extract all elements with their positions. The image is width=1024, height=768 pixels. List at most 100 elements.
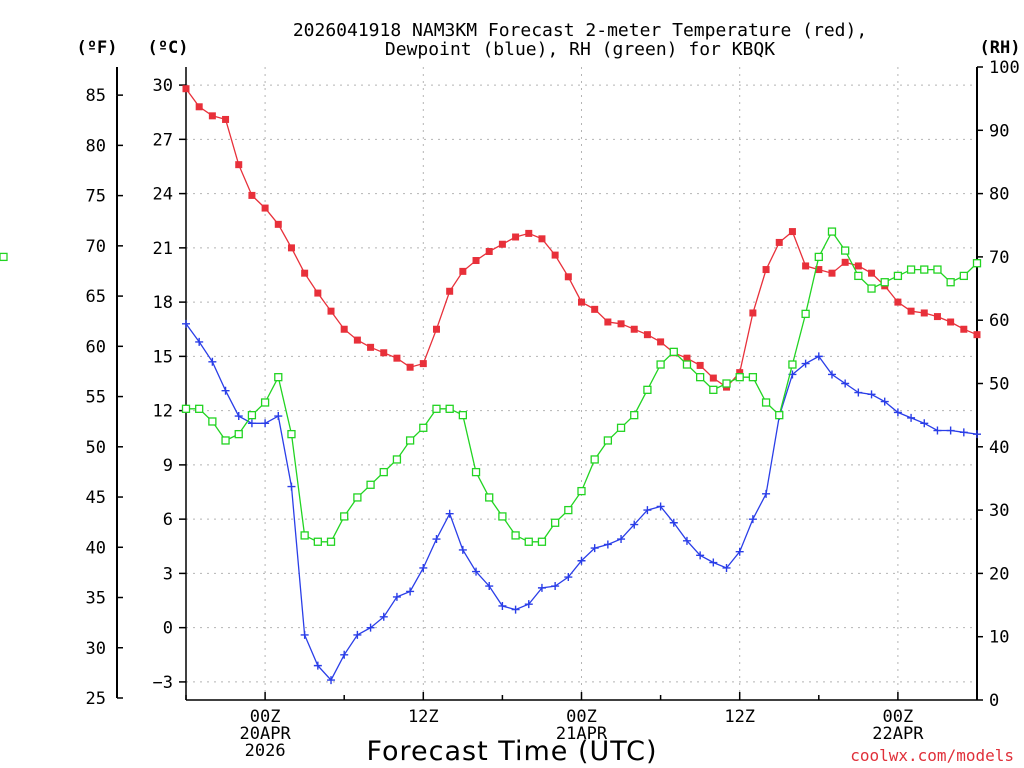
- rh-point: [208, 417, 217, 426]
- celsius-tick-label: 3: [163, 564, 173, 584]
- rh-point: [590, 455, 599, 464]
- rh-point: [524, 537, 533, 546]
- temperature-point: [406, 363, 414, 371]
- x-tick-label: 2026: [245, 741, 286, 761]
- x-tick-label: 21APR: [556, 724, 608, 744]
- rh-point: [326, 537, 336, 546]
- dewpoint-point: [247, 419, 256, 428]
- temperature-point: [643, 331, 651, 339]
- temperature-point: [960, 325, 968, 333]
- celsius-tick-label: 9: [163, 456, 173, 476]
- dewpoint-point: [630, 520, 639, 529]
- rh-axis: 0 10 20 30 40 50 60 70 80 90 100: [976, 58, 1020, 711]
- dewpoint-point: [801, 359, 810, 368]
- rh-point: [867, 284, 876, 293]
- temperature-point: [736, 369, 744, 377]
- rh-point: [893, 271, 903, 281]
- rh-point: [221, 436, 230, 445]
- rh-point: [274, 373, 283, 382]
- rh-point: [616, 423, 626, 432]
- dewpoint-point: [551, 582, 560, 591]
- temperature-point: [788, 228, 796, 236]
- rh-point: [696, 373, 705, 382]
- x-tick-label: 20APR: [240, 724, 292, 744]
- dewpoint-point: [590, 544, 599, 553]
- rh-point: [854, 271, 863, 281]
- celsius-tick-label: 24: [153, 185, 173, 205]
- series-layer: [0, 85, 982, 685]
- rh-point: [906, 265, 916, 274]
- fahrenheit-tick-label: 70: [86, 237, 106, 257]
- dewpoint-point: [182, 319, 190, 328]
- temperature-point: [828, 269, 836, 277]
- x-tick-label: 22APR: [872, 724, 924, 744]
- rh-point: [340, 512, 349, 521]
- temperature-point: [868, 269, 876, 277]
- temperature-point: [314, 289, 322, 297]
- fahrenheit-tick-label: 35: [86, 589, 106, 609]
- series-dewpoint: [182, 319, 981, 685]
- temperature-point: [657, 338, 665, 346]
- fahrenheit-unit-label: (ºF): [77, 38, 118, 58]
- temperature-point: [485, 247, 493, 255]
- temperature-point: [630, 325, 638, 333]
- celsius-tick-label: 21: [153, 239, 173, 259]
- fahrenheit-tick-label: 75: [86, 187, 106, 207]
- rh-point: [432, 404, 441, 413]
- rh-point: [959, 271, 968, 281]
- rh-tick-label: 10: [989, 628, 1009, 648]
- rh-point: [498, 512, 507, 521]
- dewpoint-point: [564, 573, 573, 582]
- grid-lines: [186, 67, 977, 700]
- celsius-tick-label: 27: [153, 130, 173, 150]
- dewpoint-point: [366, 623, 375, 632]
- rh-tick-label: 50: [989, 375, 1009, 395]
- rh-point: [709, 385, 718, 394]
- dewpoint-point: [603, 540, 612, 549]
- dewpoint-point: [458, 545, 467, 554]
- celsius-tick-label: 18: [153, 293, 173, 313]
- temperature-point: [419, 360, 427, 368]
- temperature-point: [301, 269, 309, 277]
- rh-unit-label: (RH): [980, 38, 1021, 58]
- dewpoint-point: [893, 408, 902, 417]
- x-axis-label: Forecast Time (UTC): [366, 736, 657, 767]
- dewpoint-point: [419, 563, 428, 572]
- rh-point: [287, 429, 296, 439]
- temperature-point: [353, 336, 361, 344]
- dewpoint-point: [696, 551, 705, 560]
- rh-point: [722, 379, 731, 388]
- temperature-point: [578, 298, 585, 306]
- rh-tick-label: 90: [989, 121, 1009, 141]
- temperature-point: [393, 354, 401, 362]
- rh-point: [485, 493, 494, 502]
- rh-point: [0, 252, 8, 262]
- temperature-point: [854, 262, 862, 270]
- x-tick-label: 00Z: [250, 707, 281, 727]
- temperature-point: [274, 220, 282, 228]
- dewpoint-point: [511, 605, 520, 614]
- rh-point: [353, 493, 362, 502]
- rh-point: [366, 480, 375, 489]
- dewpoint-point: [946, 426, 955, 435]
- x-tick-label: 12Z: [408, 707, 439, 727]
- dewpoint-point: [392, 592, 401, 601]
- dewpoint-point: [682, 536, 691, 545]
- rh-point: [972, 259, 982, 268]
- celsius-unit-label: (ºC): [148, 38, 189, 58]
- celsius-tick-label: 15: [153, 347, 173, 367]
- rh-point: [814, 252, 823, 262]
- celsius-tick-label: 12: [153, 402, 173, 422]
- dewpoint-point: [973, 430, 981, 439]
- rh-point: [656, 360, 665, 369]
- x-tick-label: 00Z: [883, 707, 914, 727]
- dewpoint-point: [867, 390, 876, 399]
- chart-title-line-1: 2026041918 NAM3KM Forecast 2-meter Tempe…: [293, 20, 867, 41]
- dewpoint-point: [327, 676, 336, 685]
- dewpoint-point: [643, 506, 652, 515]
- fahrenheit-tick-label: 25: [86, 689, 106, 709]
- temperature-point: [933, 313, 941, 321]
- dewpoint-point: [234, 412, 243, 421]
- rh-tick-label: 100: [989, 58, 1020, 78]
